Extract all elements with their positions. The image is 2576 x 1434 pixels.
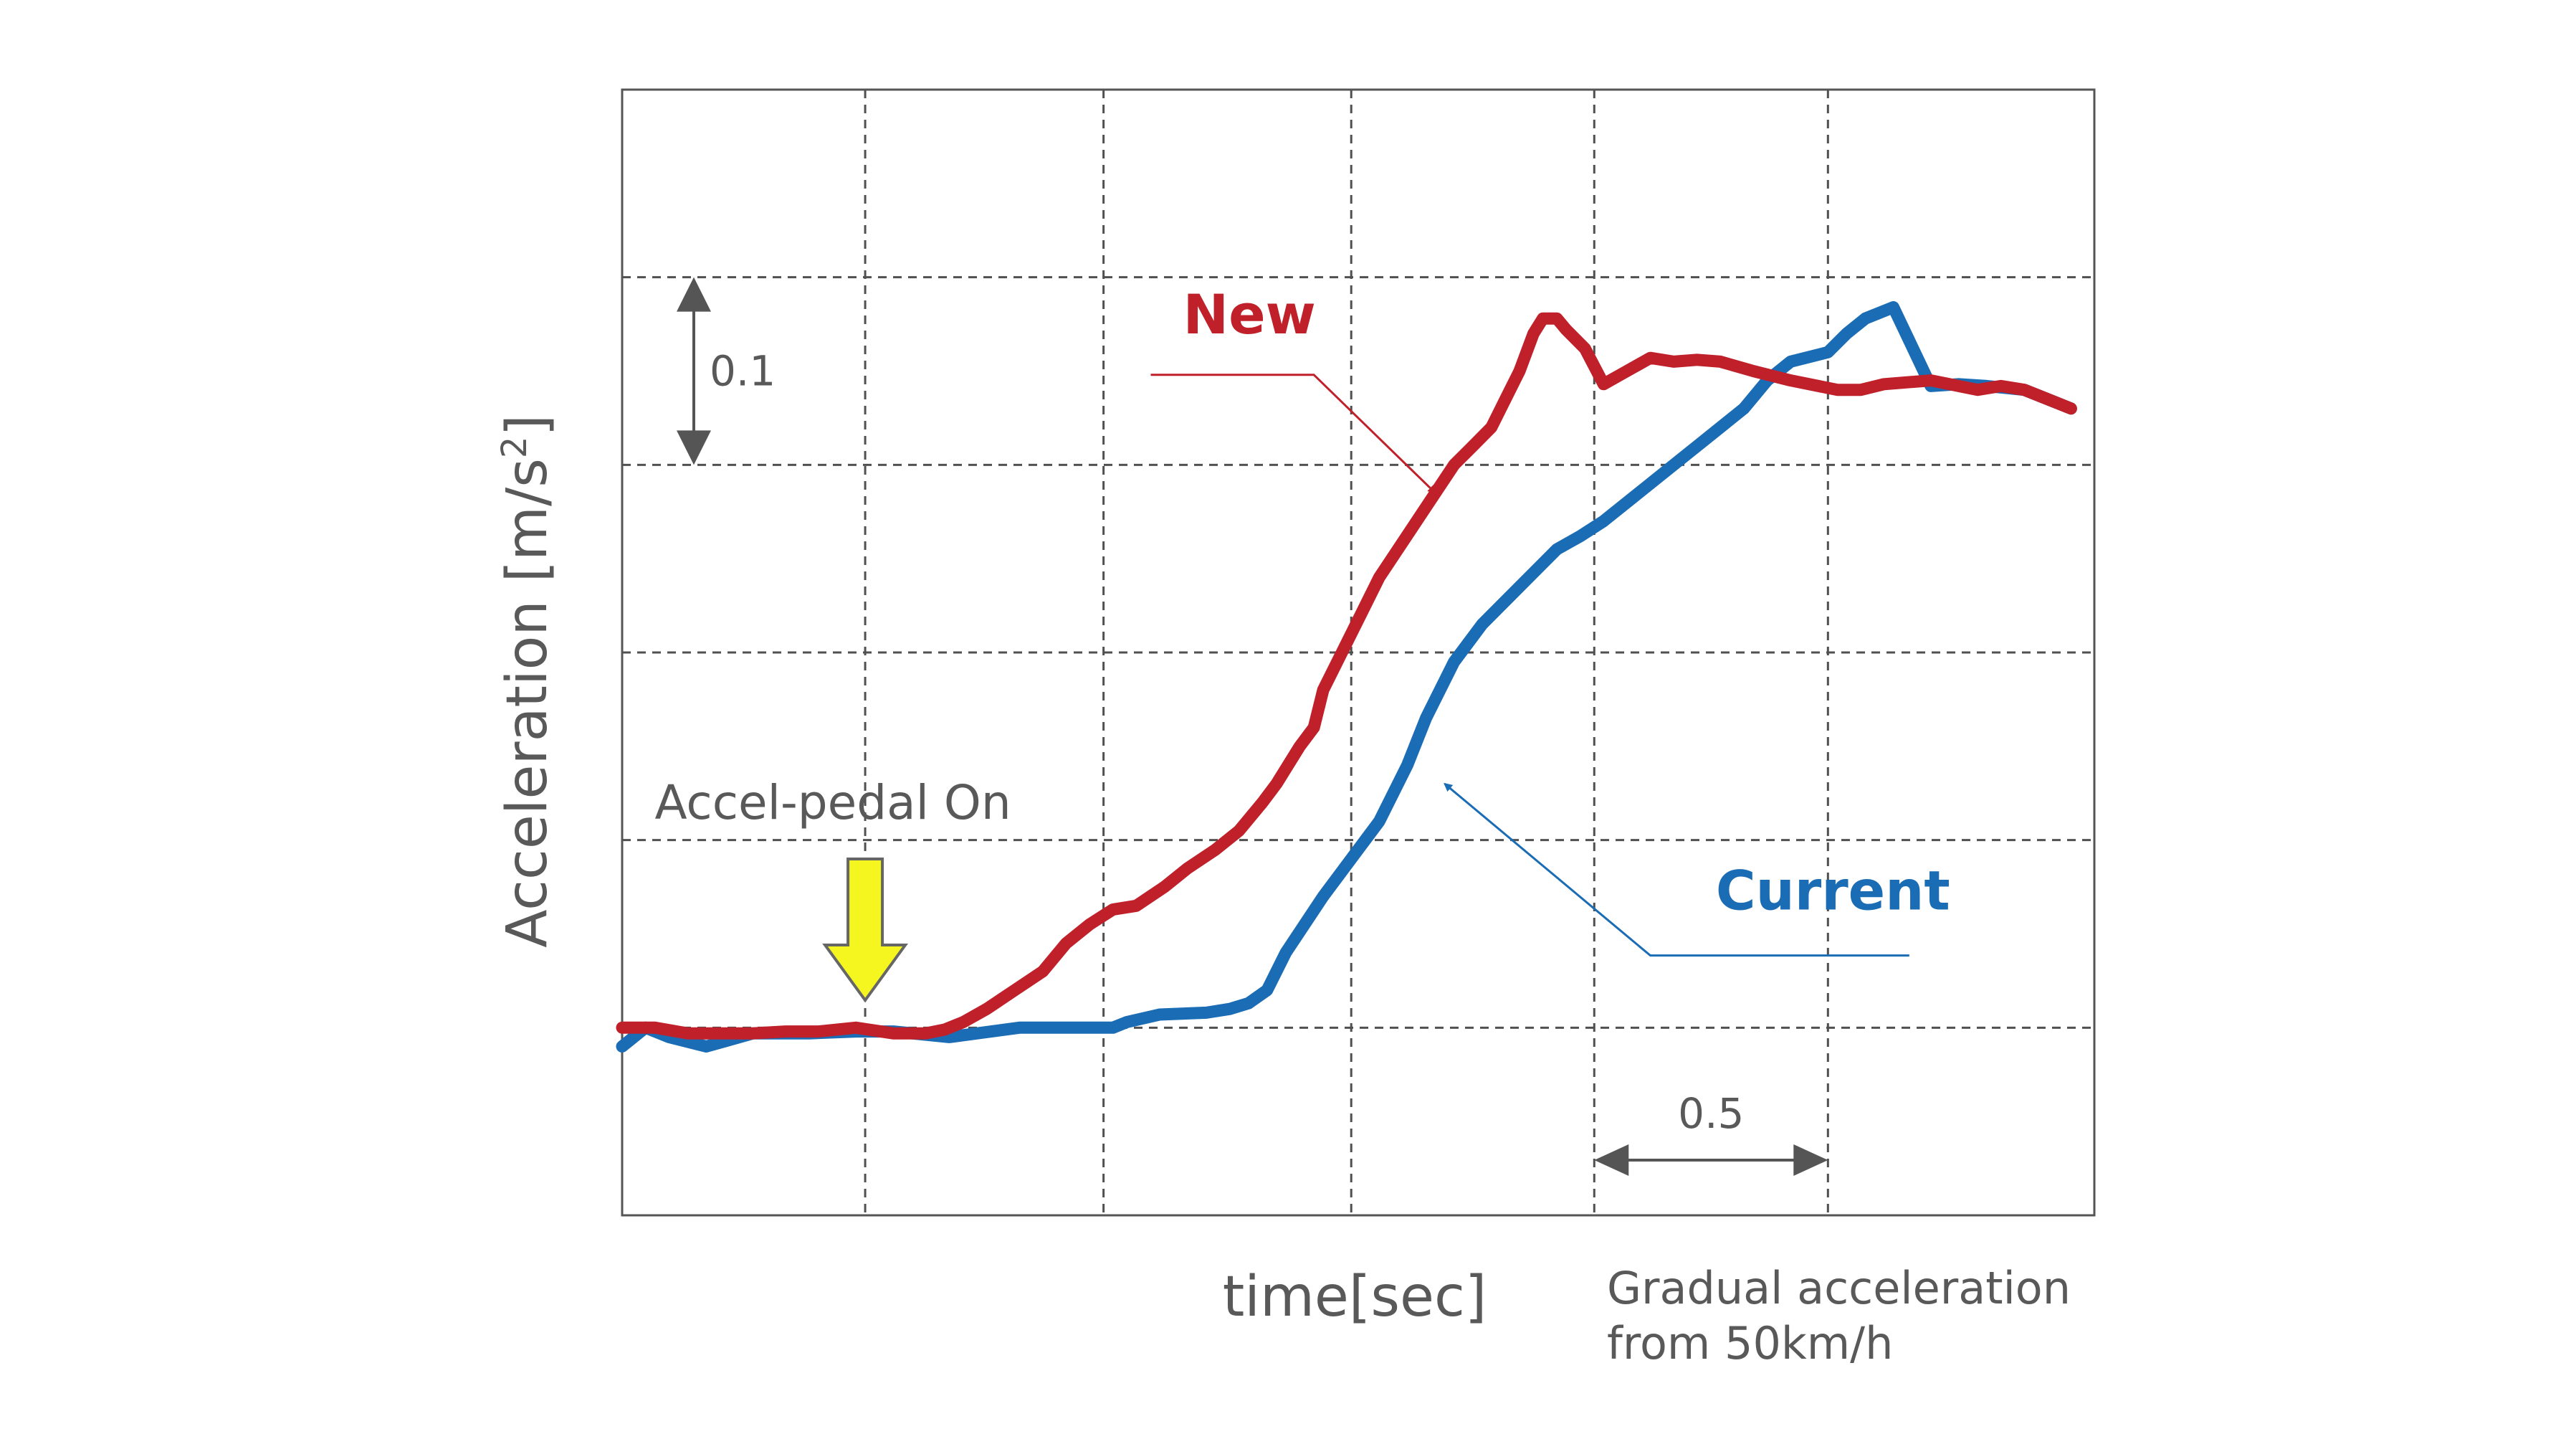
condition-note-line2: from 50km/h	[1607, 1317, 1893, 1369]
series-line-new	[616, 312, 2077, 1040]
accel-pedal-arrow-icon	[822, 858, 908, 1003]
y-axis-label: Acceleration [m/s2]	[495, 414, 560, 948]
x-axis-label: time[sec]	[1223, 1265, 1487, 1329]
annotation-layer: New Current	[1150, 282, 1950, 957]
series-label-new: New	[1183, 282, 1315, 346]
leader-line-current	[1444, 782, 1909, 957]
x-scale-indicator: 0.5	[1594, 1089, 1828, 1176]
x-scale-label: 0.5	[1678, 1089, 1744, 1138]
leader-line-new	[1150, 374, 1437, 494]
series-line-current	[616, 301, 2077, 1053]
series-layer	[616, 301, 2077, 1053]
accel-pedal-label: Accel-pedal On	[654, 775, 1011, 830]
y-scale-label: 0.1	[710, 347, 776, 396]
condition-note-line1: Gradual acceleration	[1607, 1262, 2071, 1314]
series-label-current: Current	[1716, 858, 1950, 922]
grid	[622, 90, 2094, 1215]
plot-area-frame	[621, 88, 2096, 1217]
y-scale-indicator: 0.1	[677, 277, 776, 465]
